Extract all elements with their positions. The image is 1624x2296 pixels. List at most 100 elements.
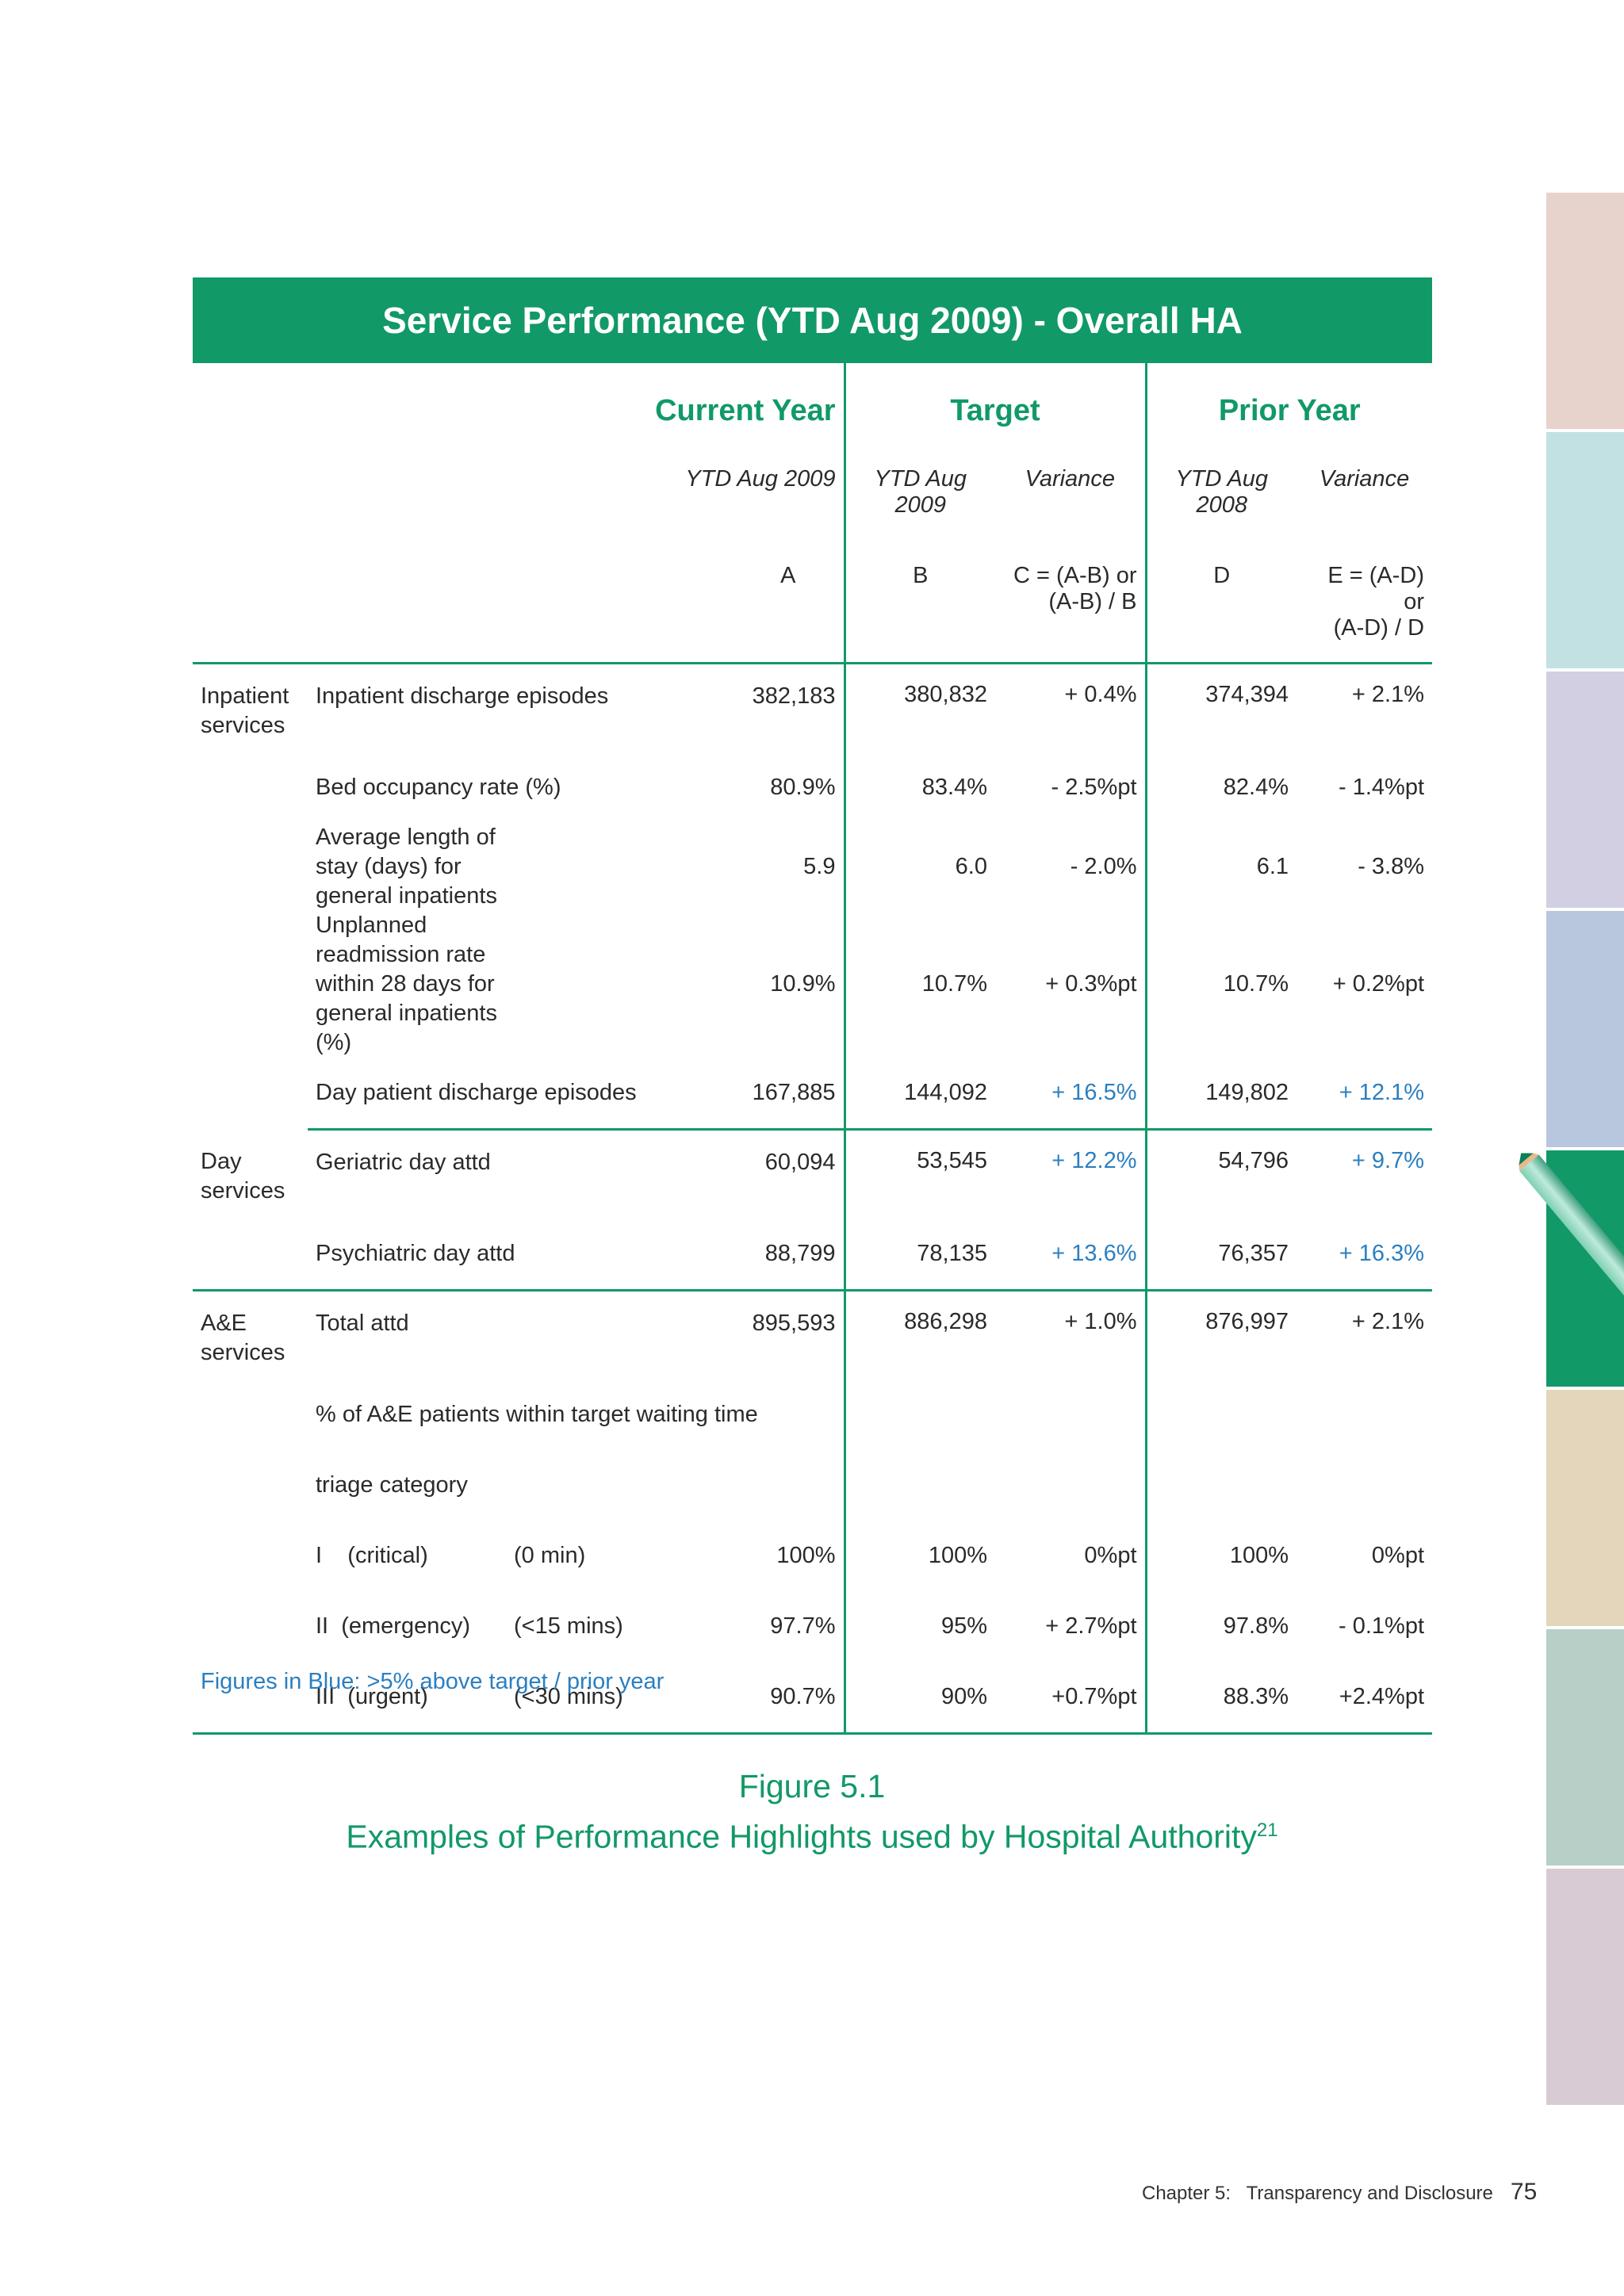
cell-e: 0%pt [1371,1543,1425,1568]
cell-c: + 12.2% [1051,1148,1137,1173]
letter-c: C = (A-B) or (A-B) / B [995,553,1147,664]
section-ae: A&E services [193,1290,308,1735]
cell-e: +2.4%pt [1297,1662,1433,1735]
side-tab [1546,1869,1624,2108]
row-label: Average length of stay (days) for genera… [316,825,497,909]
group-prior-year: Prior Year [1144,363,1433,450]
cell-c: + 16.5% [995,1058,1147,1131]
cell-a: 167,885 [752,1080,836,1105]
subhead-e: Variance [1319,466,1410,492]
figure-caption: Figure 5.1 Examples of Performance Highl… [0,1764,1624,1859]
row-time: (0 min) [514,1543,586,1568]
cell-e: - 3.8% [1358,854,1425,879]
cell-c: + 13.6% [995,1219,1147,1292]
cell-c: + 1.0% [1064,1309,1137,1334]
letter-e: E = (A-D) or (A-D) / D [1297,553,1433,664]
table-row: II (emergency) 97.7% (<15 mins) 95% + 2.… [193,1591,1432,1662]
data-table: Current Year Target Prior Year YTD Aug 2… [193,363,1433,1735]
row-time: (<30 mins) [514,1684,623,1709]
cell-c: + 0.4% [1064,682,1137,707]
cell-e: + 2.1% [1351,682,1425,707]
table-row: III (urgent) 90.7% (<30 mins) 90% +0.7%p… [193,1662,1433,1735]
cell-b: 83.4% [843,752,995,823]
cell-a: 100% [776,1543,836,1568]
row-label: Unplanned readmission rate within 28 day… [316,913,497,1055]
cell-d: 97.8% [1144,1591,1297,1662]
formula-row: A B C = (A-B) or (A-B) / B D E = (A-D) or… [193,553,1433,664]
row-label: Day patient discharge episodes [316,1080,637,1105]
cell-c: + 2.7%pt [1045,1613,1137,1639]
row-label: triage category [316,1472,468,1498]
letter-a: A [506,553,845,664]
table-row: A&E services 895,593 Total attd 886,298 … [193,1290,1432,1735]
row-label: II (emergency) [316,1613,470,1639]
subhead-b: YTD Aug 2009 [843,450,995,553]
subheader-row: YTD Aug 2009 YTD Aug 2009 Variance YTD A… [193,450,1432,553]
footnote-ref: 21 [1256,1820,1278,1841]
cell-e: + 12.1% [1297,1058,1433,1131]
cell-d: 876,997 [1144,1290,1297,1380]
table-row: Average length of stay (days) for genera… [193,823,1432,911]
row-label: Inpatient discharge episodes [316,683,609,709]
cell-d: 54,796 [1144,1129,1297,1219]
row-label: % of A&E patients within target waiting … [316,1402,758,1427]
cell-d: 82.4% [1144,752,1297,823]
group-current-year: Current Year [655,393,836,427]
cell-b: 144,092 [843,1058,995,1131]
cell-a: 382,183 [752,683,836,709]
letter-b: B [843,553,995,664]
cell-a: 60,094 [764,1150,836,1175]
figure-number: Figure 5.1 [738,1768,886,1804]
cell-c: 0%pt [1084,1543,1137,1568]
table-row: 80.9% Bed occupancy rate (%) 83.4% - 2.5… [193,752,1432,823]
cell-e: - 0.1%pt [1339,1613,1425,1639]
cell-a: 90.7% [770,1684,836,1709]
section-inpatient: Inpatient services [201,683,289,738]
cell-e: + 16.3% [1297,1219,1433,1292]
table-row: Inpatient services 382,183 Inpatient dis… [193,663,1432,752]
side-tab [1546,1629,1624,1869]
cell-a: 88,799 [764,1241,836,1266]
chapter-label: Chapter 5: Transparency and Disclosure [1142,2183,1493,2204]
cell-b: 380,832 [843,663,995,752]
group-header-row: Current Year Target Prior Year [193,363,1433,450]
figure-title: Examples of Performance Highlights used … [346,1818,1257,1855]
cell-e: + 2.1% [1351,1309,1425,1334]
cell-d: 6.1 [1144,823,1297,911]
cell-b: 53,545 [843,1129,995,1219]
cell-a: 97.7% [770,1613,836,1639]
cell-b: 10.7% [843,911,995,1058]
cell-e: + 0.2%pt [1332,971,1425,997]
cell-b: 886,298 [843,1290,995,1380]
performance-table: Service Performance (YTD Aug 2009) - Ove… [193,277,1433,1735]
cell-d: 374,394 [1144,663,1297,752]
table-row: I (critical) 100% (0 min) 100% 0%pt 100%… [193,1521,1432,1591]
pencil-icon [1519,1153,1624,1311]
cell-c: + 0.3%pt [1045,971,1137,997]
cell-b: 100% [843,1521,995,1591]
cell-a: 895,593 [752,1311,836,1336]
page-footer: Chapter 5: Transparency and Disclosure 75 [1142,2179,1537,2206]
cell-b: 78,135 [843,1219,995,1292]
cell-c: - 2.5%pt [1051,775,1137,800]
cell-c: - 2.0% [1070,854,1137,879]
table-row: % of A&E patients within target waiting … [193,1380,1432,1450]
cell-c: +0.7%pt [995,1662,1147,1735]
table-row: Day services 60,094 Geriatric day attd 5… [193,1129,1432,1292]
table-row: Unplanned readmission rate within 28 day… [193,911,1432,1058]
row-label: Psychiatric day attd [316,1241,515,1266]
cell-d: 76,357 [1144,1219,1297,1292]
cell-a: 80.9% [770,775,836,800]
side-tab [1546,911,1624,1150]
row-time: (<15 mins) [514,1613,623,1639]
side-tab [1546,193,1624,432]
row-label: III (urgent) [308,1662,506,1735]
cell-e: - 1.4%pt [1339,775,1425,800]
table-row: triage category [193,1450,1432,1521]
cell-d: 88.3% [1144,1662,1297,1735]
row-label: Total attd [316,1311,409,1336]
cell-d: 149,802 [1144,1058,1297,1131]
letter-d: D [1144,553,1297,664]
cell-a: 10.9% [770,971,836,997]
cell-e: + 9.7% [1351,1148,1425,1173]
